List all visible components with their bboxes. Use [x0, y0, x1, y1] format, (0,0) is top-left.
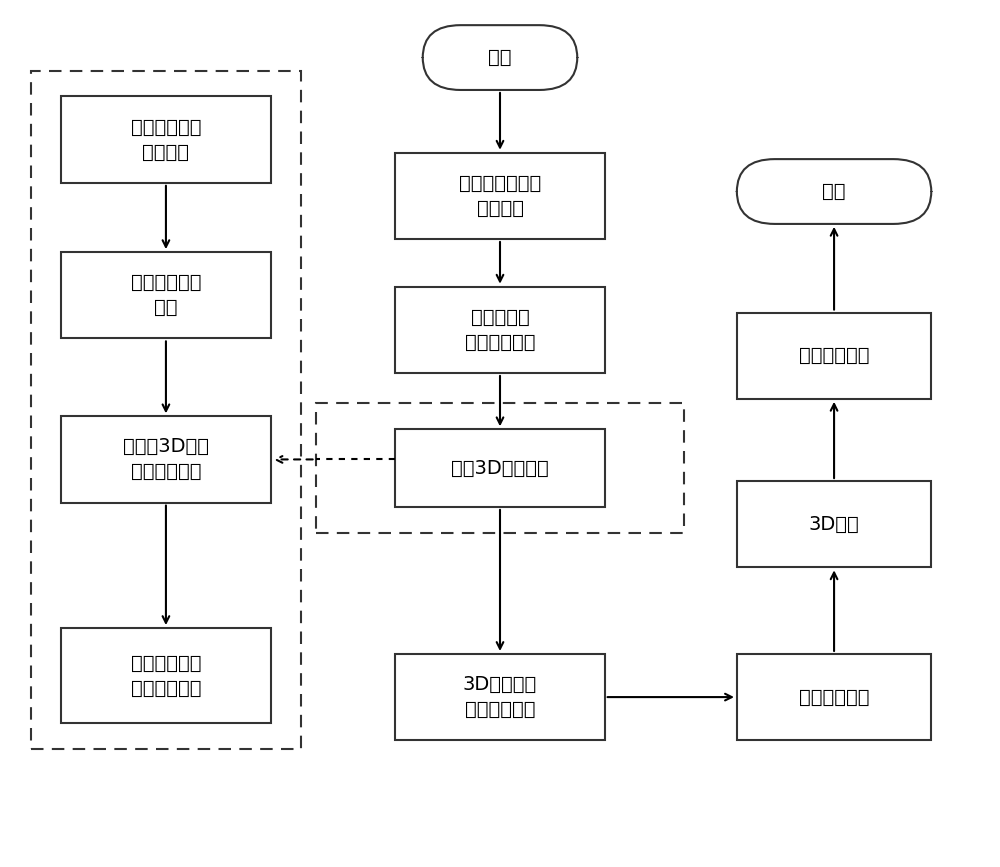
- Bar: [61, 416, 271, 503]
- Bar: [737, 312, 931, 399]
- Text: 建立复杂零件的
三维模型: 建立复杂零件的 三维模型: [459, 174, 541, 218]
- Bar: [316, 403, 684, 533]
- Text: 3D打印: 3D打印: [809, 515, 859, 534]
- Text: 空间3D切片分层: 空间3D切片分层: [451, 459, 549, 478]
- Text: 选择填充策略
打印轨迹规划: 选择填充策略 打印轨迹规划: [131, 654, 201, 697]
- Bar: [737, 654, 931, 740]
- Text: 分析三维模型
结构特点: 分析三维模型 结构特点: [131, 118, 201, 161]
- Bar: [61, 628, 271, 723]
- Text: 对空间3D分层
数据进行处理: 对空间3D分层 数据进行处理: [123, 438, 209, 481]
- Bar: [31, 70, 301, 749]
- FancyBboxPatch shape: [737, 160, 931, 224]
- Bar: [395, 654, 605, 740]
- Text: 打印件后处理: 打印件后处理: [799, 346, 869, 365]
- Bar: [61, 96, 271, 183]
- Bar: [395, 429, 605, 507]
- Text: 打印参数设定: 打印参数设定: [799, 688, 869, 707]
- Text: 结构轻量化
拓扑优化设计: 结构轻量化 拓扑优化设计: [465, 308, 535, 352]
- FancyBboxPatch shape: [423, 25, 577, 90]
- Text: 结束: 结束: [822, 182, 846, 201]
- Bar: [395, 153, 605, 239]
- Text: 3D打印设备
控制数据生成: 3D打印设备 控制数据生成: [463, 675, 537, 719]
- Text: 开始: 开始: [488, 48, 512, 67]
- Text: 选取曲面分层
方法: 选取曲面分层 方法: [131, 273, 201, 317]
- Bar: [61, 252, 271, 338]
- Bar: [737, 481, 931, 568]
- Bar: [395, 287, 605, 373]
